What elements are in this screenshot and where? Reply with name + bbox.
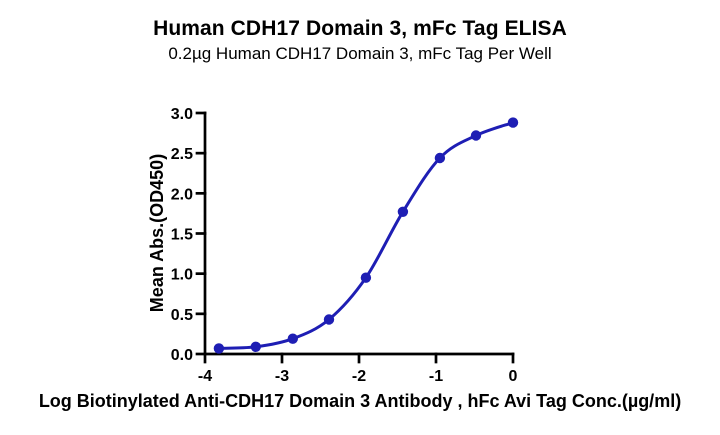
y-tick-label: 3.0 [171,106,193,123]
data-point [507,117,519,128]
chart-subtitle: 0.2µg Human CDH17 Domain 3, mFc Tag Per … [168,44,552,63]
y-tick-label: 2.5 [171,146,193,163]
y-tick-label: 2.0 [171,186,193,203]
data-point [323,314,335,325]
data-point [213,343,225,354]
y-tick-label: 0.0 [171,347,193,364]
y-axis-title: Mean Abs.(OD450) [147,154,167,312]
x-tick-label: -1 [429,368,443,385]
data-point [470,130,482,141]
data-point [434,152,446,164]
y-tick-label: 1.0 [171,267,193,284]
x-tick-label: -4 [198,368,212,385]
fit-curve [218,121,514,350]
data-point [397,206,409,217]
x-axis-title: Log Biotinylated Anti-CDH17 Domain 3 Ant… [39,391,681,411]
chart-title: Human CDH17 Domain 3, mFc Tag ELISA [153,17,567,40]
y-tick-label: 1.5 [171,227,193,244]
x-tick-label: 0 [509,368,518,385]
data-point [250,341,261,352]
x-tick-label: -2 [352,368,366,385]
data-point [360,272,372,283]
x-tick-label: -3 [275,368,289,385]
y-tick-label: 0.5 [171,307,193,324]
data-point [287,333,298,344]
